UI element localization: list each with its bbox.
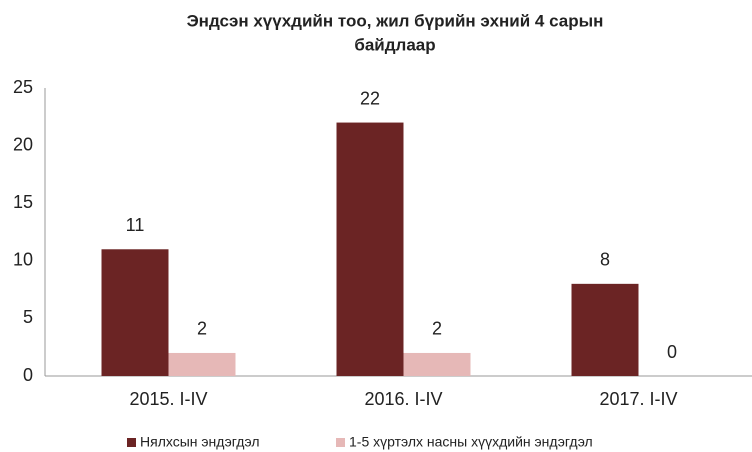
x-tick-label: 2017. I-IV bbox=[599, 389, 677, 409]
data-label: 22 bbox=[360, 88, 380, 108]
legend-label: Нялхсын эндэгдэл bbox=[140, 434, 260, 450]
legend-label: 1-5 хүртэлх насны хүүхдийн эндэгдэл bbox=[349, 434, 593, 450]
data-label: 2 bbox=[432, 319, 442, 339]
legend-swatch bbox=[336, 438, 345, 447]
y-tick-label: 25 bbox=[13, 77, 33, 97]
x-tick-label: 2015. I-IV bbox=[129, 389, 207, 409]
bar bbox=[403, 352, 471, 376]
bar bbox=[101, 249, 169, 376]
data-label: 8 bbox=[600, 250, 610, 270]
data-label: 11 bbox=[126, 215, 145, 235]
bar bbox=[168, 352, 236, 376]
y-tick-label: 10 bbox=[13, 250, 33, 270]
y-tick-label: 15 bbox=[13, 192, 33, 212]
data-label: 0 bbox=[667, 342, 677, 362]
legend-swatch bbox=[127, 438, 136, 447]
y-tick-label: 0 bbox=[23, 365, 33, 385]
data-label: 2 bbox=[197, 319, 207, 339]
chart-title: Эндсэн хүүхдийн тоо, жил бүрийн эхний 4 … bbox=[187, 11, 604, 30]
x-tick-label: 2016. I-IV bbox=[364, 389, 442, 409]
y-tick-label: 5 bbox=[23, 307, 33, 327]
bar bbox=[336, 122, 404, 376]
chart-title: байдлаар bbox=[354, 35, 435, 54]
y-tick-label: 20 bbox=[13, 134, 33, 154]
bar bbox=[571, 283, 639, 376]
